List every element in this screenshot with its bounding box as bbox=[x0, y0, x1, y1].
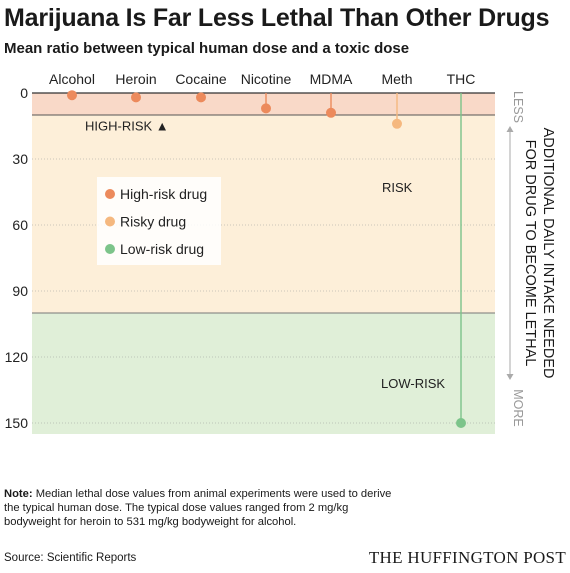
legend-swatch bbox=[105, 189, 115, 199]
legend-label: High-risk drug bbox=[120, 186, 207, 202]
legend-label: Low-risk drug bbox=[120, 241, 204, 257]
side-axis: LESS MORE ADDITIONAL DAILY INTAKE NEEDEDFO… bbox=[506, 91, 556, 427]
zone-labels: HIGH-RISK ▲ RISK LOW-RISK bbox=[85, 118, 445, 390]
point-nicotine bbox=[261, 103, 271, 114]
footnote-label: Note: bbox=[4, 488, 33, 500]
point-cocaine bbox=[196, 92, 206, 103]
y-tick-label: 60 bbox=[12, 217, 28, 233]
y-tick-label: 90 bbox=[12, 283, 28, 299]
source-line: Source: Scientific Reports bbox=[4, 552, 137, 564]
brand-logo: THE HUFFINGTON POST bbox=[368, 548, 566, 567]
category-label: THC bbox=[447, 71, 476, 87]
y-tick-label: 150 bbox=[5, 415, 29, 431]
zone-high-risk bbox=[32, 93, 495, 115]
legend-swatch bbox=[105, 244, 115, 254]
y-tick-label: 120 bbox=[5, 349, 29, 365]
zone-label-high-risk: HIGH-RISK ▲ bbox=[85, 118, 169, 133]
legend-box bbox=[97, 177, 221, 265]
footnote: Note: Median lethal dose values from ani… bbox=[4, 487, 404, 529]
category-label: Nicotine bbox=[241, 71, 292, 87]
y-tick-label: 30 bbox=[12, 151, 28, 167]
category-label: MDMA bbox=[310, 71, 353, 87]
side-axis-top-label: LESS bbox=[511, 91, 525, 123]
data-points bbox=[67, 90, 466, 428]
category-label: Meth bbox=[381, 71, 412, 87]
point-meth bbox=[392, 118, 402, 129]
footnote-text: Median lethal dose values from animal ex… bbox=[4, 488, 392, 528]
category-label: Cocaine bbox=[175, 71, 227, 87]
side-axis-arrow-down bbox=[506, 374, 514, 380]
zone-label-low-risk: LOW-RISK bbox=[381, 376, 445, 391]
side-axis-title-line1: ADDITIONAL DAILY INTAKE NEEDED bbox=[540, 128, 556, 379]
x-category-labels: Alcohol Heroin Cocaine Nicotine MDMA Meth THC bbox=[49, 71, 475, 87]
legend-swatch bbox=[105, 216, 115, 227]
side-axis-bottom-label: MORE bbox=[511, 389, 525, 427]
chart-subtitle: Mean ratio between typical human dose an… bbox=[4, 40, 410, 57]
category-label: Heroin bbox=[115, 71, 156, 87]
y-tick-label: 0 bbox=[20, 85, 28, 101]
point-mdma bbox=[326, 107, 336, 118]
point-thc bbox=[456, 418, 466, 428]
category-label: Alcohol bbox=[49, 71, 95, 87]
side-axis-arrow-up bbox=[506, 126, 514, 132]
chart-title: Marijuana Is Far Less Lethal Than Other … bbox=[4, 4, 550, 32]
zone-low-risk bbox=[32, 313, 495, 434]
zone-label-risk: RISK bbox=[382, 180, 413, 195]
point-heroin bbox=[131, 92, 141, 103]
chart: 0 30 60 90 120 150 Alcohol Heroin Cocaine Nicoti… bbox=[5, 71, 556, 434]
point-alcohol bbox=[67, 90, 77, 101]
y-tick-labels: 0 30 60 90 120 150 bbox=[5, 85, 29, 431]
legend: High-risk drug Risky drug Low-risk drug bbox=[97, 177, 221, 265]
grid-lines bbox=[32, 158, 495, 424]
side-axis-title-line2: FOR DRUG TO BECOME LETHAL bbox=[522, 140, 538, 367]
legend-label: Risky drug bbox=[120, 214, 186, 230]
